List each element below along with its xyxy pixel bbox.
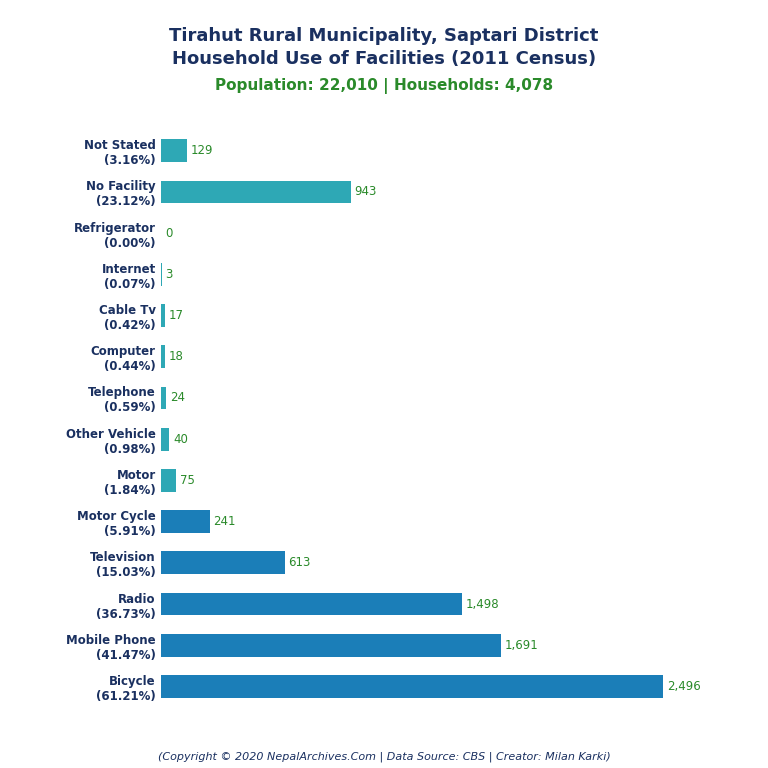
Text: Tirahut Rural Municipality, Saptari District: Tirahut Rural Municipality, Saptari Dist… [169,27,599,45]
Bar [161,634,502,657]
Text: Household Use of Facilities (2011 Census): Household Use of Facilities (2011 Census… [172,50,596,68]
Text: 1,691: 1,691 [505,639,538,652]
Bar [161,428,169,451]
Text: 1,498: 1,498 [466,598,500,611]
Text: 75: 75 [180,474,195,487]
Text: Population: 22,010 | Households: 4,078: Population: 22,010 | Households: 4,078 [215,78,553,94]
Text: 943: 943 [355,185,377,198]
Text: 0: 0 [165,227,172,240]
Bar [161,469,177,492]
Text: 613: 613 [288,556,310,569]
Bar [161,593,462,615]
Text: 2,496: 2,496 [667,680,700,693]
Bar [161,551,284,574]
Bar [161,139,187,162]
Text: 241: 241 [214,515,236,528]
Text: 24: 24 [170,392,185,405]
Bar [161,180,351,204]
Text: 17: 17 [168,309,184,322]
Text: 3: 3 [165,268,173,281]
Bar [161,510,210,533]
Text: 129: 129 [190,144,214,157]
Text: (Copyright © 2020 NepalArchives.Com | Data Source: CBS | Creator: Milan Karki): (Copyright © 2020 NepalArchives.Com | Da… [157,751,611,762]
Bar [161,304,164,327]
Bar [161,675,663,698]
Text: 40: 40 [173,432,188,445]
Text: 18: 18 [168,350,184,363]
Bar [161,346,165,368]
Bar [161,386,166,409]
